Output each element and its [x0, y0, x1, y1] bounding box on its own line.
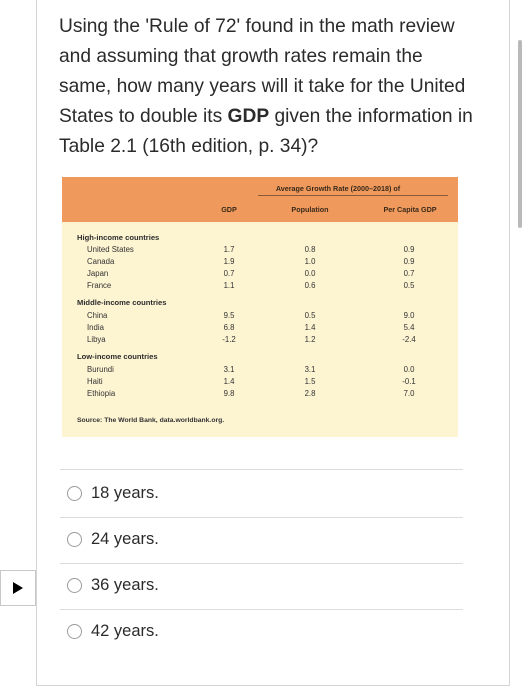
- country-name: France: [87, 281, 112, 290]
- country-name: Haiti: [87, 377, 103, 386]
- country-name: United States: [87, 245, 134, 254]
- divider: [60, 563, 463, 564]
- population-value: 1.2: [304, 335, 316, 344]
- header-rule: [258, 195, 448, 196]
- question-text: Using the 'Rule of 72' found in the math…: [59, 12, 479, 162]
- per-capita-gdp-value: 0.5: [403, 281, 415, 290]
- population-value: 3.1: [304, 365, 316, 374]
- country-name: Burundi: [87, 365, 114, 374]
- triangle-right-icon: [13, 582, 23, 594]
- gdp-value: -1.2: [222, 335, 236, 344]
- country-name: Japan: [87, 269, 109, 278]
- scrollbar[interactable]: [518, 40, 522, 228]
- answer-option-36[interactable]: 36 years.: [67, 576, 159, 595]
- group-heading: Low-income countries: [77, 352, 158, 361]
- per-capita-gdp-value: 0.9: [403, 257, 415, 266]
- gdp-value: 0.7: [223, 269, 235, 278]
- answer-option-42[interactable]: 42 years.: [67, 622, 159, 641]
- option-label: 42 years.: [91, 622, 159, 640]
- question-text-part1: Using the 'Rule of 72' found in the math…: [59, 16, 466, 127]
- per-capita-gdp-value: -2.4: [402, 335, 416, 344]
- radio-button[interactable]: [67, 624, 82, 639]
- question-text-bold: GDP: [227, 106, 270, 127]
- gdp-value: 1.1: [223, 281, 235, 290]
- answer-option-18[interactable]: 18 years.: [67, 484, 159, 503]
- gdp-value: 9.5: [223, 311, 235, 320]
- country-name: China: [87, 311, 108, 320]
- per-capita-gdp-value: 0.9: [403, 245, 415, 254]
- table-header: Average Growth Rate (2000–2018) of GDP P…: [62, 177, 458, 222]
- radio-button[interactable]: [67, 486, 82, 501]
- country-name: Canada: [87, 257, 115, 266]
- country-name: India: [87, 323, 104, 332]
- population-value: 1.5: [304, 377, 316, 386]
- divider: [60, 609, 463, 610]
- group-heading: Middle-income countries: [77, 298, 167, 307]
- radio-button[interactable]: [67, 578, 82, 593]
- gdp-value: 1.7: [223, 245, 235, 254]
- column-header-gdp: GDP: [221, 205, 237, 214]
- table-source: Source: The World Bank, data.worldbank.o…: [77, 417, 225, 424]
- population-value: 1.4: [304, 323, 316, 332]
- per-capita-gdp-value: 0.0: [403, 365, 415, 374]
- population-value: 0.6: [304, 281, 316, 290]
- option-label: 18 years.: [91, 484, 159, 502]
- gdp-value: 9.8: [223, 389, 235, 398]
- population-value: 0.5: [304, 311, 316, 320]
- country-name: Ethiopia: [87, 389, 116, 398]
- per-capita-gdp-value: 7.0: [403, 389, 415, 398]
- option-label: 36 years.: [91, 576, 159, 594]
- table-span-header: Average Growth Rate (2000–2018) of: [275, 184, 401, 193]
- per-capita-gdp-value: 5.4: [403, 323, 415, 332]
- question-text-part2: given the information in Table 2.1 (16th…: [59, 106, 473, 157]
- gdp-value: 3.1: [223, 365, 235, 374]
- divider: [60, 469, 463, 470]
- gdp-value: 1.9: [223, 257, 235, 266]
- column-header-per-capita-gdp: Per Capita GDP: [383, 205, 437, 214]
- per-capita-gdp-value: 9.0: [403, 311, 415, 320]
- per-capita-gdp-value: 0.7: [403, 269, 415, 278]
- population-value: 1.0: [304, 257, 316, 266]
- country-name: Libya: [87, 335, 106, 344]
- divider: [60, 517, 463, 518]
- answer-option-24[interactable]: 24 years.: [67, 530, 159, 549]
- current-question-marker[interactable]: [0, 570, 36, 606]
- table-2-1-figure: Average Growth Rate (2000–2018) of GDP P…: [62, 177, 458, 437]
- column-header-population: Population: [291, 205, 329, 214]
- group-heading: High-income countries: [77, 233, 160, 242]
- population-value: 2.8: [304, 389, 316, 398]
- population-value: 0.8: [304, 245, 316, 254]
- option-label: 24 years.: [91, 530, 159, 548]
- radio-button[interactable]: [67, 532, 82, 547]
- gdp-value: 6.8: [223, 323, 235, 332]
- population-value: 0.0: [304, 269, 316, 278]
- per-capita-gdp-value: -0.1: [402, 377, 416, 386]
- gdp-value: 1.4: [223, 377, 235, 386]
